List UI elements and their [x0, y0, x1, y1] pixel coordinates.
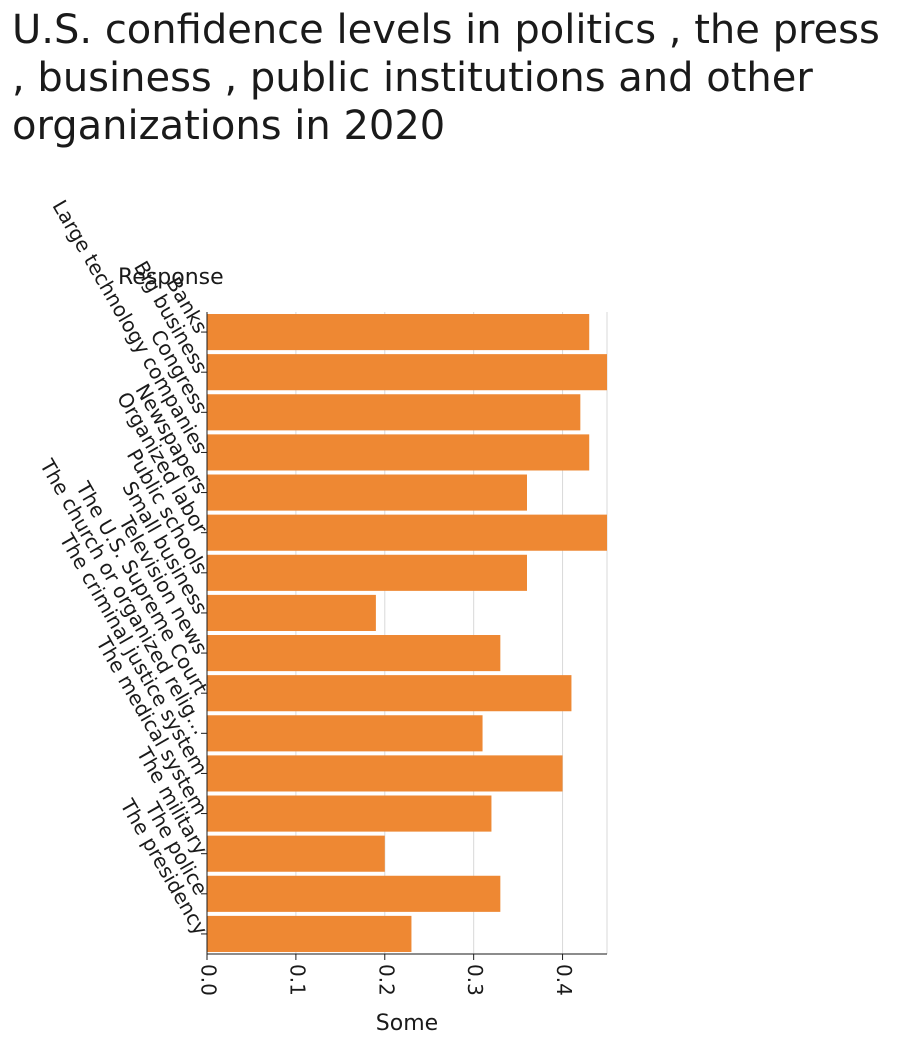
bar-congress	[207, 394, 580, 430]
x-axis-title: Some	[376, 1011, 438, 1036]
x-tick-label: 0.4	[552, 964, 576, 996]
bar-big-business	[207, 354, 607, 390]
bar-the-military	[207, 836, 385, 872]
bar-the-police	[207, 876, 500, 912]
bar-the-u-s-supreme-court	[207, 675, 571, 711]
bar-public-schools	[207, 555, 527, 591]
bar-the-medical-system	[207, 796, 491, 832]
bars	[207, 314, 607, 952]
bar-the-church-or-organized-relig	[207, 715, 483, 751]
y-axis-title: Response	[118, 265, 224, 290]
x-tick-label: 0.3	[463, 964, 487, 996]
x-tick-label: 0.1	[285, 964, 309, 996]
bar-the-presidency	[207, 916, 411, 952]
bar-television-news	[207, 635, 500, 671]
x-tick-label: 0.0	[197, 964, 221, 996]
x-tick-label: 0.2	[374, 964, 398, 996]
bar-small-business	[207, 595, 376, 631]
bar-large-technology-companies	[207, 434, 589, 470]
bar-the-criminal-justice-system	[207, 755, 563, 791]
bar-newspapers	[207, 475, 527, 511]
bar-organized-labor	[207, 515, 607, 551]
bar-banks	[207, 314, 589, 350]
